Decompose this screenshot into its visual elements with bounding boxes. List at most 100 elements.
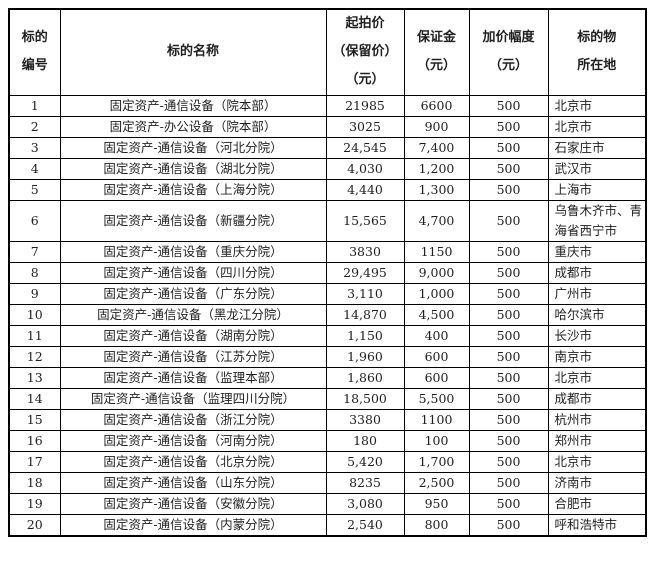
table-body: 1 固定资产-通信设备（院本部） 21985 6600 500 北京市 2 固定… <box>8 94 647 536</box>
cell-start-price: 4,030 <box>325 157 405 180</box>
cell-item-number: 5 <box>8 178 61 201</box>
cell-item-name: 固定资产-通信设备（湖南分院） <box>59 324 327 347</box>
cell-start-price: 3025 <box>325 115 405 138</box>
cell-start-price: 4,440 <box>325 178 405 201</box>
header-line: 所在地 <box>577 58 617 74</box>
cell-deposit: 9,000 <box>403 261 470 284</box>
table-row: 12 固定资产-通信设备（江苏分院） 1,960 600 500 南京市 <box>8 345 647 368</box>
cell-increment: 500 <box>468 199 549 242</box>
cell-item-number: 19 <box>8 492 61 515</box>
cell-item-name: 固定资产-通信设备（监理四川分院） <box>59 387 327 410</box>
cell-item-number: 17 <box>8 450 61 473</box>
cell-start-price: 3830 <box>325 240 405 263</box>
cell-deposit: 1100 <box>403 408 470 431</box>
cell-item-name: 固定资产-通信设备（浙江分院） <box>59 408 327 431</box>
cell-item-name: 固定资产-通信设备（江苏分院） <box>59 345 327 368</box>
cell-location: 北京市 <box>547 450 647 473</box>
cell-increment: 500 <box>468 408 549 431</box>
cell-item-name: 固定资产-通信设备（安徽分院） <box>59 492 327 515</box>
cell-location: 杭州市 <box>547 408 647 431</box>
cell-start-price: 15,565 <box>325 199 405 242</box>
header-deposit: 保证金 （元） <box>403 8 470 96</box>
header-line: 标的 <box>21 30 48 46</box>
header-item-name: 标的名称 <box>59 8 327 96</box>
table-row: 7 固定资产-通信设备（重庆分院） 3830 1150 500 重庆市 <box>8 240 647 263</box>
table-header: 标的 编号 标的名称 起拍价 （保留价） （元） 保证金 （元） 加价幅度 <box>8 8 647 96</box>
cell-item-number: 10 <box>8 303 61 326</box>
cell-item-number: 13 <box>8 366 61 389</box>
header-line: 保证金 <box>416 30 456 46</box>
table-row: 14 固定资产-通信设备（监理四川分院） 18,500 5,500 500 成都… <box>8 387 647 410</box>
cell-item-number: 15 <box>8 408 61 431</box>
header-line: （元） <box>345 72 385 88</box>
cell-item-name: 固定资产-通信设备（四川分院） <box>59 261 327 284</box>
cell-item-name: 固定资产-通信设备（新疆分院） <box>59 199 327 242</box>
table-row: 17 固定资产-通信设备（北京分院） 5,420 1,700 500 北京市 <box>8 450 647 473</box>
header-increment: 加价幅度 （元） <box>468 8 549 96</box>
table-row: 1 固定资产-通信设备（院本部） 21985 6600 500 北京市 <box>8 94 647 117</box>
header-line: （保留价） <box>332 44 398 60</box>
header-line: （元） <box>488 58 528 74</box>
header-line: 标的物 <box>577 30 617 46</box>
header-line: 标的名称 <box>166 44 219 60</box>
table-row: 6 固定资产-通信设备（新疆分院） 15,565 4,700 500 乌鲁木齐市… <box>8 199 647 242</box>
cell-increment: 500 <box>468 450 549 473</box>
cell-increment: 500 <box>468 178 549 201</box>
cell-increment: 500 <box>468 345 549 368</box>
cell-item-number: 2 <box>8 115 61 138</box>
cell-start-price: 1,960 <box>325 345 405 368</box>
cell-location: 济南市 <box>547 471 647 494</box>
table-row: 18 固定资产-通信设备（山东分院） 8235 2,500 500 济南市 <box>8 471 647 494</box>
header-line: 起拍价 <box>345 16 385 32</box>
cell-location: 哈尔滨市 <box>547 303 647 326</box>
header-item-number: 标的 编号 <box>8 8 61 96</box>
table-row: 5 固定资产-通信设备（上海分院） 4,440 1,300 500 上海市 <box>8 178 647 201</box>
cell-deposit: 900 <box>403 115 470 138</box>
cell-item-number: 4 <box>8 157 61 180</box>
cell-start-price: 21985 <box>325 94 405 117</box>
cell-item-number: 7 <box>8 240 61 263</box>
cell-increment: 500 <box>468 282 549 305</box>
cell-item-number: 9 <box>8 282 61 305</box>
cell-increment: 500 <box>468 115 549 138</box>
cell-increment: 500 <box>468 261 549 284</box>
document-page: 标的 编号 标的名称 起拍价 （保留价） （元） 保证金 （元） 加价幅度 <box>8 8 647 537</box>
cell-location: 武汉市 <box>547 157 647 180</box>
cell-deposit: 6600 <box>403 94 470 117</box>
header-line: 加价幅度 <box>482 30 535 46</box>
cell-start-price: 8235 <box>325 471 405 494</box>
cell-start-price: 29,495 <box>325 261 405 284</box>
cell-item-number: 12 <box>8 345 61 368</box>
table-row: 13 固定资产-通信设备（监理本部） 1,860 600 500 北京市 <box>8 366 647 389</box>
cell-item-name: 固定资产-通信设备（黑龙江分院） <box>59 303 327 326</box>
cell-item-number: 3 <box>8 136 61 159</box>
table-row: 4 固定资产-通信设备（湖北分院） 4,030 1,200 500 武汉市 <box>8 157 647 180</box>
cell-location: 北京市 <box>547 115 647 138</box>
cell-location: 广州市 <box>547 282 647 305</box>
table-row: 8 固定资产-通信设备（四川分院） 29,495 9,000 500 成都市 <box>8 261 647 284</box>
cell-deposit: 1,300 <box>403 178 470 201</box>
cell-start-price: 1,860 <box>325 366 405 389</box>
cell-deposit: 5,500 <box>403 387 470 410</box>
cell-increment: 500 <box>468 429 549 452</box>
cell-start-price: 3,110 <box>325 282 405 305</box>
cell-item-number: 20 <box>8 513 61 536</box>
cell-deposit: 1150 <box>403 240 470 263</box>
cell-start-price: 24,545 <box>325 136 405 159</box>
table-row: 20 固定资产-通信设备（内蒙分院） 2,540 800 500 呼和浩特市 <box>8 513 647 536</box>
cell-location: 郑州市 <box>547 429 647 452</box>
cell-item-number: 8 <box>8 261 61 284</box>
header-row: 标的 编号 标的名称 起拍价 （保留价） （元） 保证金 （元） 加价幅度 <box>8 8 647 96</box>
auction-items-table: 标的 编号 标的名称 起拍价 （保留价） （元） 保证金 （元） 加价幅度 <box>8 8 647 537</box>
cell-item-number: 1 <box>8 94 61 117</box>
table-row: 10 固定资产-通信设备（黑龙江分院） 14,870 4,500 500 哈尔滨… <box>8 303 647 326</box>
cell-item-name: 固定资产-通信设备（湖北分院） <box>59 157 327 180</box>
cell-location: 乌鲁木齐市、青海省西宁市 <box>547 199 647 242</box>
cell-start-price: 18,500 <box>325 387 405 410</box>
cell-item-name: 固定资产-办公设备（院本部） <box>59 115 327 138</box>
cell-increment: 500 <box>468 387 549 410</box>
table-row: 19 固定资产-通信设备（安徽分院） 3,080 950 500 合肥市 <box>8 492 647 515</box>
cell-item-name: 固定资产-通信设备（山东分院） <box>59 471 327 494</box>
cell-deposit: 1,700 <box>403 450 470 473</box>
cell-item-number: 18 <box>8 471 61 494</box>
